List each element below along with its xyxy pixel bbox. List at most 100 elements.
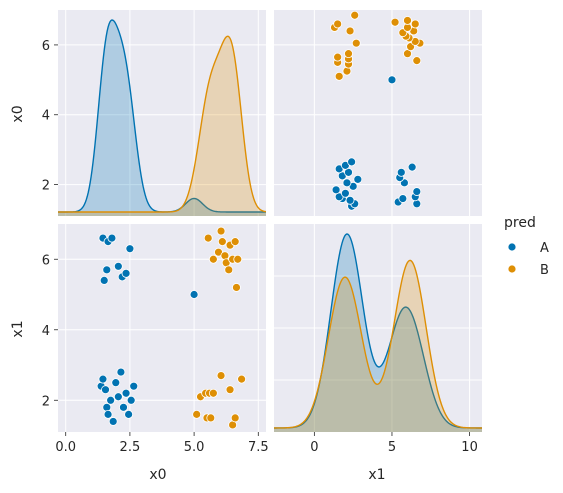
scatter-point-b — [230, 237, 240, 247]
scatter-point-a — [412, 187, 422, 196]
x-tick-label-x0: 5.0 — [184, 440, 205, 455]
scatter-point-b — [344, 49, 353, 59]
scatter-point-a — [353, 174, 363, 184]
scatter-point-b — [350, 10, 360, 20]
legend-marker-a — [507, 242, 517, 252]
scatter-point-b — [216, 226, 226, 236]
y-tick-label-x1: 4 — [42, 324, 50, 339]
scatter-point-b — [206, 413, 216, 423]
density-x0 — [58, 19, 266, 216]
y-tick-label-x1: 2 — [42, 394, 50, 409]
scatter-point-a — [396, 167, 406, 177]
scatter-point-a — [101, 385, 110, 395]
scatter-point-b — [203, 233, 213, 243]
scatter-point-b — [345, 26, 355, 36]
y-axis-label-x1: x1 — [10, 320, 26, 337]
panels-layer — [58, 10, 482, 432]
scatter-point-a — [331, 185, 341, 195]
density-x1 — [274, 233, 482, 432]
legend-label-a: A — [540, 241, 549, 256]
scatter-point-b — [351, 38, 361, 48]
scatter-point-a — [121, 268, 131, 278]
panel-background — [58, 10, 266, 216]
scatter-point-a — [387, 75, 397, 85]
scatter-point-a — [341, 188, 350, 198]
scatter-point-a — [345, 195, 355, 205]
density-fill-a — [58, 20, 266, 216]
scatter-point-a — [108, 417, 118, 426]
panel-1-1 — [274, 224, 482, 432]
density-fill-b — [58, 36, 266, 216]
scatter-point-a — [98, 374, 108, 384]
scatter-point-b — [333, 52, 343, 62]
legend-label-b: B — [540, 263, 549, 278]
scatter-point-a — [124, 409, 134, 419]
legend-title: pred — [504, 215, 536, 231]
scatter-point-b — [192, 409, 202, 419]
scatter-point-b — [216, 371, 226, 380]
x-axis-label-x0: x0 — [149, 467, 166, 483]
x-axis-label-x1: x1 — [368, 467, 385, 483]
scatter-point-a — [102, 265, 112, 275]
x-tick-label-x0: 0.0 — [55, 440, 76, 455]
scatter-point-a — [121, 388, 131, 398]
scatter-point-a — [116, 367, 126, 377]
scatter-point-a — [113, 261, 123, 271]
scatter-point-b — [224, 265, 234, 275]
scatter-point-b — [232, 283, 241, 292]
scatter-point-b — [208, 388, 218, 398]
x-tick-label-x1: 0 — [310, 440, 318, 455]
x-tick-label-x0: 7.5 — [248, 440, 269, 455]
y-axis-label-x0: x0 — [10, 105, 26, 122]
scatter-point-b — [237, 374, 247, 384]
scatter-point-b — [390, 17, 400, 27]
x-tick-label-x1: 10 — [461, 440, 478, 455]
panel-background — [274, 10, 482, 216]
scatter-point-b — [217, 237, 227, 247]
density-line-b — [58, 35, 266, 213]
scatter-point-a — [111, 378, 121, 388]
density-line-a — [274, 233, 482, 429]
scatter-x1-vs-x0 — [330, 10, 425, 211]
scatter-point-a — [129, 381, 139, 391]
panel-background — [58, 224, 266, 432]
scatter-point-a — [189, 290, 199, 299]
scatter-point-b — [412, 56, 422, 66]
panel-0-0 — [58, 10, 266, 216]
scatter-point-a — [125, 244, 135, 254]
scatter-point-a — [107, 233, 117, 243]
x-tick-label-x1: 5 — [388, 440, 396, 455]
scatter-point-a — [99, 276, 109, 285]
y-tick-label-x0: 2 — [42, 179, 50, 194]
density-fill-a — [274, 234, 482, 432]
scatter-point-b — [233, 254, 243, 264]
scatter-point-a — [398, 194, 408, 203]
x-tick-label-x0: 2.5 — [120, 440, 141, 455]
scatter-point-b — [333, 19, 343, 29]
scatter-point-b — [334, 71, 344, 81]
scatter-point-a — [103, 409, 113, 419]
y-tick-label-x1: 6 — [42, 253, 50, 268]
scatter-point-a — [342, 178, 352, 188]
scatter-point-a — [106, 395, 116, 405]
scatter-point-b — [230, 413, 240, 423]
scatter-point-a — [119, 402, 128, 412]
axis-labels-layer: x0 x1 x0 x1 — [10, 105, 386, 483]
scatter-point-b — [220, 251, 230, 261]
y-tick-label-x0: 6 — [42, 39, 50, 54]
legend-marker-b — [507, 264, 517, 274]
panel-1-0 — [58, 224, 266, 432]
panel-0-1 — [274, 10, 482, 216]
scatter-point-a — [347, 157, 357, 167]
scatter-x0-vs-x1 — [96, 226, 247, 430]
scatter-point-b — [410, 19, 420, 29]
density-fill-b — [274, 260, 482, 432]
legend: pred A B — [504, 215, 549, 278]
scatter-point-b — [208, 254, 218, 264]
scatter-point-b — [403, 16, 412, 25]
scatter-point-b — [225, 385, 235, 395]
density-line-b — [274, 259, 482, 429]
scatter-point-a — [126, 395, 136, 405]
scatter-point-a — [407, 162, 417, 172]
